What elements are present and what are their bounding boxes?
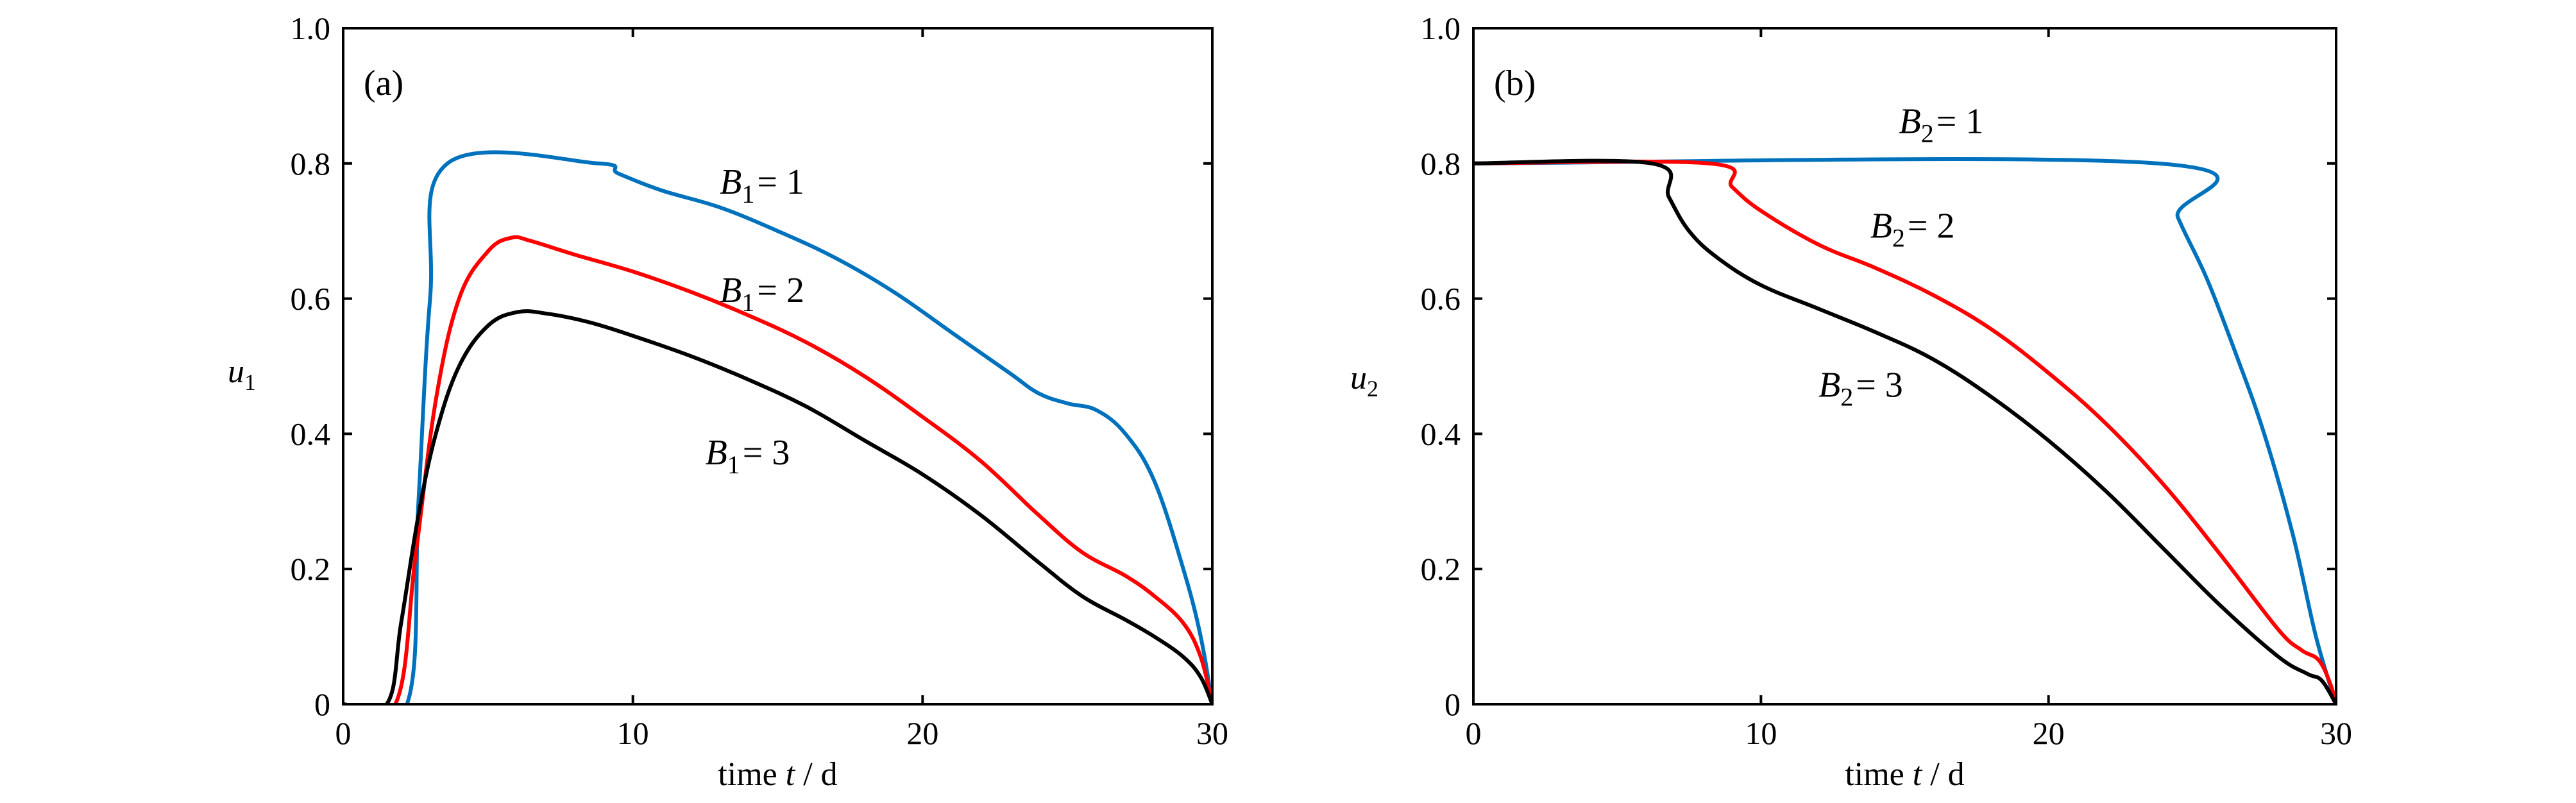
series-line-2 (343, 235, 1212, 704)
x-tick-label: 30 (2320, 715, 2352, 751)
y-tick-label: 0 (314, 686, 330, 722)
curve-annotation: B2= 2 (1870, 207, 1955, 253)
plot-area (1473, 157, 2336, 704)
chart-panel-a: 0 10 20 30 0 0.2 0.4 0.6 0.8 1.0 time t / d u1 (a) B1… (228, 10, 1228, 793)
x-tick-label: 30 (1196, 715, 1228, 751)
x-tick-label: 20 (2033, 715, 2065, 751)
y-axis-label: u2 (1350, 360, 1378, 402)
plot-frame (342, 27, 1214, 706)
y-tick-label: 0.8 (291, 146, 331, 182)
plot-frame (1472, 27, 2337, 706)
x-tick-label: 20 (906, 715, 938, 751)
y-tick-label: 1.0 (291, 10, 331, 46)
y-tick-label: 0.2 (1421, 551, 1461, 587)
y-tick-label: 0.2 (291, 551, 331, 587)
curve-annotation: B1= 1 (720, 162, 804, 208)
series-line-3 (343, 309, 1212, 704)
plot-area (343, 150, 1212, 704)
x-tick-label: 0 (1466, 715, 1482, 751)
x-axis-label: time t / d (718, 756, 837, 793)
x-tick-label: 10 (617, 715, 649, 751)
y-tick-label: 0.4 (1421, 416, 1461, 452)
curve-annotation: B1= 2 (720, 271, 804, 317)
y-axis-label: u1 (228, 353, 256, 395)
series-line-2 (1473, 159, 2336, 704)
series-line-1 (343, 150, 1212, 704)
curve-annotation: B2= 1 (1899, 101, 1984, 148)
y-tick-label: 1.0 (1421, 10, 1461, 46)
curve-annotation: B2= 3 (1818, 365, 1903, 411)
x-tick-label: 10 (1745, 715, 1777, 751)
y-tick-label: 0.4 (291, 416, 331, 452)
y-tick-label: 0.6 (1421, 281, 1461, 317)
x-axis-label: time t / d (1845, 756, 1964, 793)
series-line-3 (1473, 158, 2336, 704)
panel-label: (a) (364, 63, 403, 103)
chart-panel-b: 0 10 20 30 0 0.2 0.4 0.6 0.8 1.0 time t / d u2 (b) B2… (1350, 10, 2352, 793)
x-tick-label: 0 (335, 715, 352, 751)
y-tick-label: 0 (1445, 686, 1461, 722)
series-line-1 (1473, 157, 2336, 704)
panel-label: (b) (1494, 63, 1536, 103)
y-tick-label: 0.8 (1421, 146, 1461, 182)
y-tick-label: 0.6 (291, 281, 331, 317)
curve-annotation: B1= 3 (706, 433, 790, 479)
